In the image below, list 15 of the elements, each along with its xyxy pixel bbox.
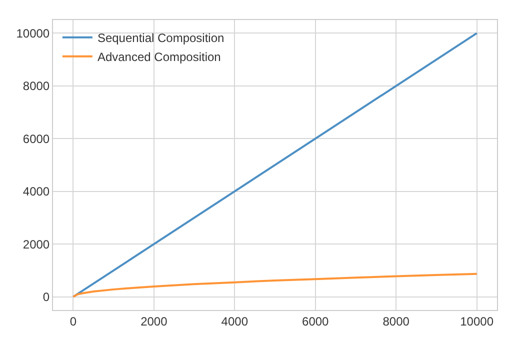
- legend-label: Advanced Composition: [97, 50, 221, 64]
- x-tick-label: 10000: [460, 314, 494, 328]
- y-tick-label: 8000: [22, 79, 50, 94]
- y-tick-label: 4000: [22, 184, 50, 199]
- x-tick-label: 8000: [382, 314, 410, 328]
- x-tick-label: 6000: [302, 314, 330, 328]
- x-tick-label: 0: [70, 314, 77, 328]
- y-tick-label: 0: [42, 290, 50, 304]
- x-tick-label: 2000: [140, 314, 168, 328]
- y-tick-label: 10000: [16, 26, 50, 40]
- x-tick-label: 4000: [221, 314, 248, 328]
- legend-label: Sequential Composition: [97, 31, 224, 46]
- y-tick-label: 2000: [22, 237, 50, 252]
- y-tick-label: 6000: [22, 132, 50, 146]
- line-series: [72, 272, 478, 298]
